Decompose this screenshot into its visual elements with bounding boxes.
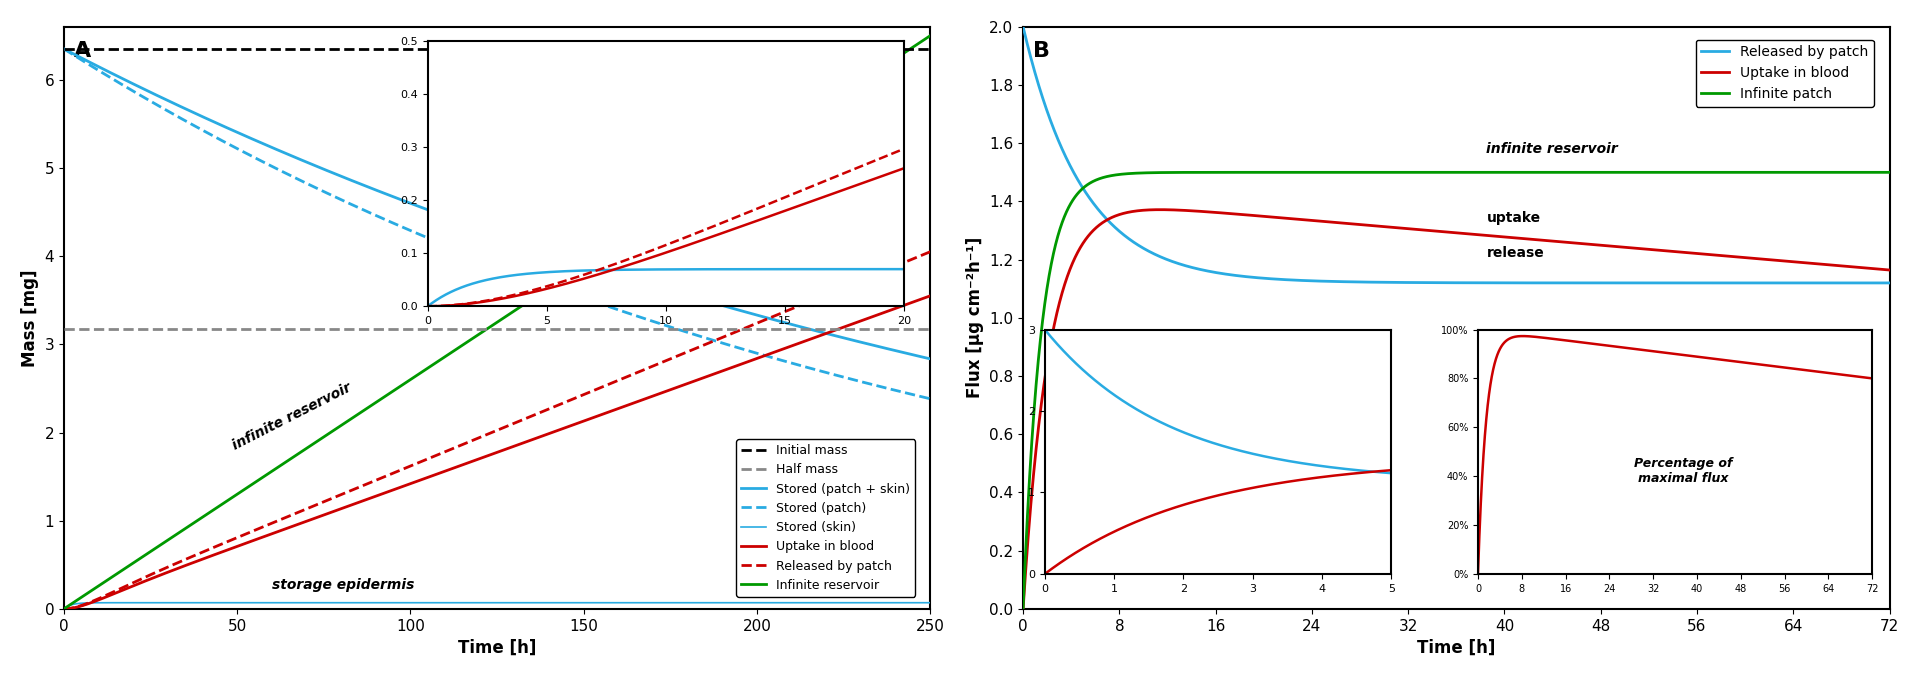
Text: B: B [1033, 41, 1050, 62]
Y-axis label: Flux [μg cm⁻²h⁻¹]: Flux [μg cm⁻²h⁻¹] [966, 237, 983, 399]
Legend: Released by patch, Uptake in blood, Infinite patch: Released by patch, Uptake in blood, Infi… [1695, 39, 1874, 106]
X-axis label: Time [h]: Time [h] [457, 639, 536, 657]
Text: storage epidermis: storage epidermis [273, 578, 415, 593]
Legend: Initial mass, Half mass, Stored (patch + skin), Stored (patch), Stored (skin), U: Initial mass, Half mass, Stored (patch +… [737, 439, 916, 597]
Text: release: release [733, 261, 791, 275]
X-axis label: Time [h]: Time [h] [1417, 639, 1496, 657]
Y-axis label: Mass [mg]: Mass [mg] [21, 269, 38, 367]
Text: uptake: uptake [733, 287, 787, 302]
Text: A: A [75, 41, 92, 62]
Text: infinite reservoir: infinite reservoir [230, 381, 353, 453]
Text: uptake: uptake [1486, 211, 1540, 225]
Text: infinite reservoir: infinite reservoir [1486, 142, 1619, 157]
Text: release: release [1486, 245, 1544, 260]
